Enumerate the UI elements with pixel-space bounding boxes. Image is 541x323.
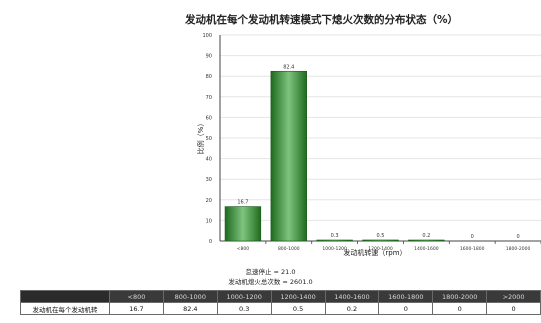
y-tick-label: 0 xyxy=(209,239,212,245)
y-tick-label: 30 xyxy=(206,177,212,183)
table-header-cell: 1400-1600 xyxy=(324,290,380,303)
table-header-row: <800 800-1000 1000-1200 1200-1400 1400-1… xyxy=(20,290,541,303)
x-tick-label: 1800-2000 xyxy=(506,246,531,252)
data-label: 82.4 xyxy=(283,64,294,70)
data-label: 0.3 xyxy=(331,233,339,239)
table-cell: 0 xyxy=(486,302,541,315)
bar xyxy=(224,206,262,242)
table-header-cell: >2000 xyxy=(486,290,541,303)
data-label: 0.2 xyxy=(422,233,430,239)
bar xyxy=(316,239,353,242)
table-cell: 0.3 xyxy=(216,302,272,315)
bar xyxy=(270,70,307,242)
table-header-cell: 800-1000 xyxy=(162,290,218,303)
table-cell: 0.2 xyxy=(324,302,380,315)
x-tick-label: 800-1000 xyxy=(278,246,300,252)
x-tick-label: <800 xyxy=(237,246,249,252)
x-tick-label: 1400-1600 xyxy=(414,246,439,252)
y-tick-label: 80 xyxy=(206,74,212,80)
bar-chart: 16.7 82.4 0.3 0.5 0.2 0 0 0 10 20 30 40 50 60 70 80 90 1… xyxy=(196,33,541,257)
bar xyxy=(408,239,445,242)
table-header-cell: 1000-1200 xyxy=(216,290,272,303)
y-tick-label: 60 xyxy=(206,115,212,121)
data-labels: 16.7 82.4 0.3 0.5 0.2 0 0 xyxy=(237,64,519,240)
table-header-cell: <800 xyxy=(109,290,164,303)
stop-count-text: 怠速停止 = 21.0 xyxy=(245,268,296,276)
bars xyxy=(224,70,445,242)
y-tick-label: 50 xyxy=(206,136,212,142)
distribution-table: <800 800-1000 1000-1200 1200-1400 1400-1… xyxy=(20,290,541,315)
table-header-cell: 1200-1400 xyxy=(270,290,326,303)
table-cell: 0.5 xyxy=(270,302,326,315)
y-tick-label: 20 xyxy=(206,198,212,204)
tick-labels: 0 10 20 30 40 50 60 70 80 90 100 <800 800-1000 1000-1… xyxy=(202,33,530,252)
x-axis-label: 发动机转速（rpm） xyxy=(343,248,406,257)
y-tick-label: 10 xyxy=(206,218,212,224)
total-stalls-text: 发动机熄火总次数 = 2601.0 xyxy=(228,278,313,286)
y-tick-label: 100 xyxy=(202,33,212,39)
y-tick-label: 40 xyxy=(206,157,212,163)
x-tick-label: 1600-1800 xyxy=(460,246,485,252)
y-tick-label: 70 xyxy=(206,95,212,101)
data-label: 16.7 xyxy=(237,200,248,206)
data-label: 0.5 xyxy=(377,233,385,239)
x-tick-label: 1000-1200 xyxy=(322,246,347,252)
table-cell: 16.7 xyxy=(109,302,164,315)
table-cell: 0 xyxy=(432,302,488,315)
table-row: 发动机在每个发动机转 16.7 82.4 0.3 0.5 0.2 0 0 0 xyxy=(20,302,541,315)
table-header-cell: 1600-1800 xyxy=(378,290,434,303)
table-cell: 0 xyxy=(378,302,434,315)
y-tick-label: 90 xyxy=(206,54,212,60)
bar xyxy=(362,239,399,242)
data-label: 0 xyxy=(471,234,474,240)
chart-title: 发动机在每个发动机转速模式下熄火次数的分布状态（%） xyxy=(185,14,459,26)
data-label: 0 xyxy=(516,234,519,240)
table-corner-cell xyxy=(20,290,110,303)
x-tick-label: 1200-1400 xyxy=(368,246,393,252)
table-cell: 82.4 xyxy=(162,302,218,315)
axes xyxy=(219,35,541,244)
gridlines xyxy=(220,34,541,221)
y-axis-label: 比例（%） xyxy=(196,120,205,155)
table-header-cell: 1800-2000 xyxy=(432,290,488,303)
table-row-header: 发动机在每个发动机转 xyxy=(20,302,110,315)
